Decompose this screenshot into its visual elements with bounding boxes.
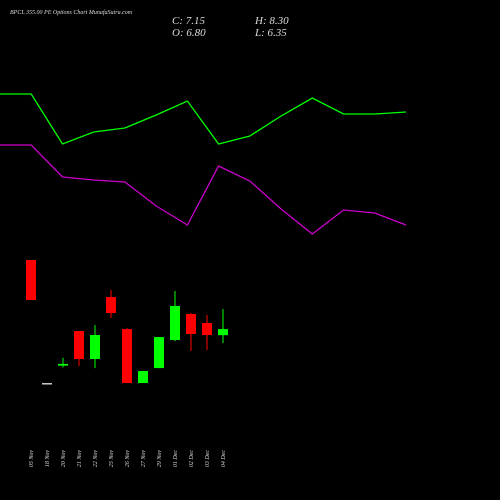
x-tick-label: 18 Nov bbox=[45, 450, 51, 468]
candle-body bbox=[138, 371, 148, 384]
indicator-line bbox=[0, 93, 407, 145]
x-tick-label: 01 Dec bbox=[173, 450, 179, 467]
ohlc-close: C: 7.15 bbox=[172, 15, 206, 27]
ohlc-high: H: 8.30 bbox=[254, 15, 289, 27]
x-tick-label: 21 Nov bbox=[77, 450, 83, 468]
candle-body bbox=[106, 297, 116, 314]
x-tick-label: 04 Dec bbox=[220, 450, 227, 467]
x-tick-label: 26 Nov bbox=[125, 450, 131, 468]
ohlc-low: L: 6.35 bbox=[254, 27, 287, 39]
candle-body bbox=[74, 331, 84, 360]
candle-body bbox=[186, 313, 196, 334]
x-tick-label: 27 Nov bbox=[141, 450, 147, 468]
x-tick-label: 03 Dec bbox=[205, 450, 211, 467]
x-tick-label: 02 Dec bbox=[189, 450, 195, 467]
candle-body bbox=[218, 329, 228, 336]
indicator-line bbox=[0, 144, 407, 235]
candle-body bbox=[26, 260, 36, 301]
candle-body bbox=[90, 335, 100, 360]
x-tick-label: 05 Nov bbox=[29, 450, 35, 468]
candle-body bbox=[42, 383, 52, 385]
ohlc-open: O: 6.80 bbox=[172, 27, 206, 39]
chart-title: BPCL 355.00 PE Options Chart MunafaSutra… bbox=[10, 9, 133, 16]
x-tick-label: 20 Nov bbox=[61, 450, 67, 468]
candle-body bbox=[170, 305, 180, 341]
candle-body bbox=[202, 323, 212, 336]
candle-body bbox=[58, 363, 68, 366]
candle-body bbox=[122, 329, 132, 384]
x-tick-label: 29 Nov bbox=[157, 450, 163, 468]
x-tick-label: 22 Nov bbox=[93, 450, 99, 468]
x-tick-label: 25 Nov bbox=[109, 450, 115, 468]
candle-body bbox=[154, 337, 164, 369]
